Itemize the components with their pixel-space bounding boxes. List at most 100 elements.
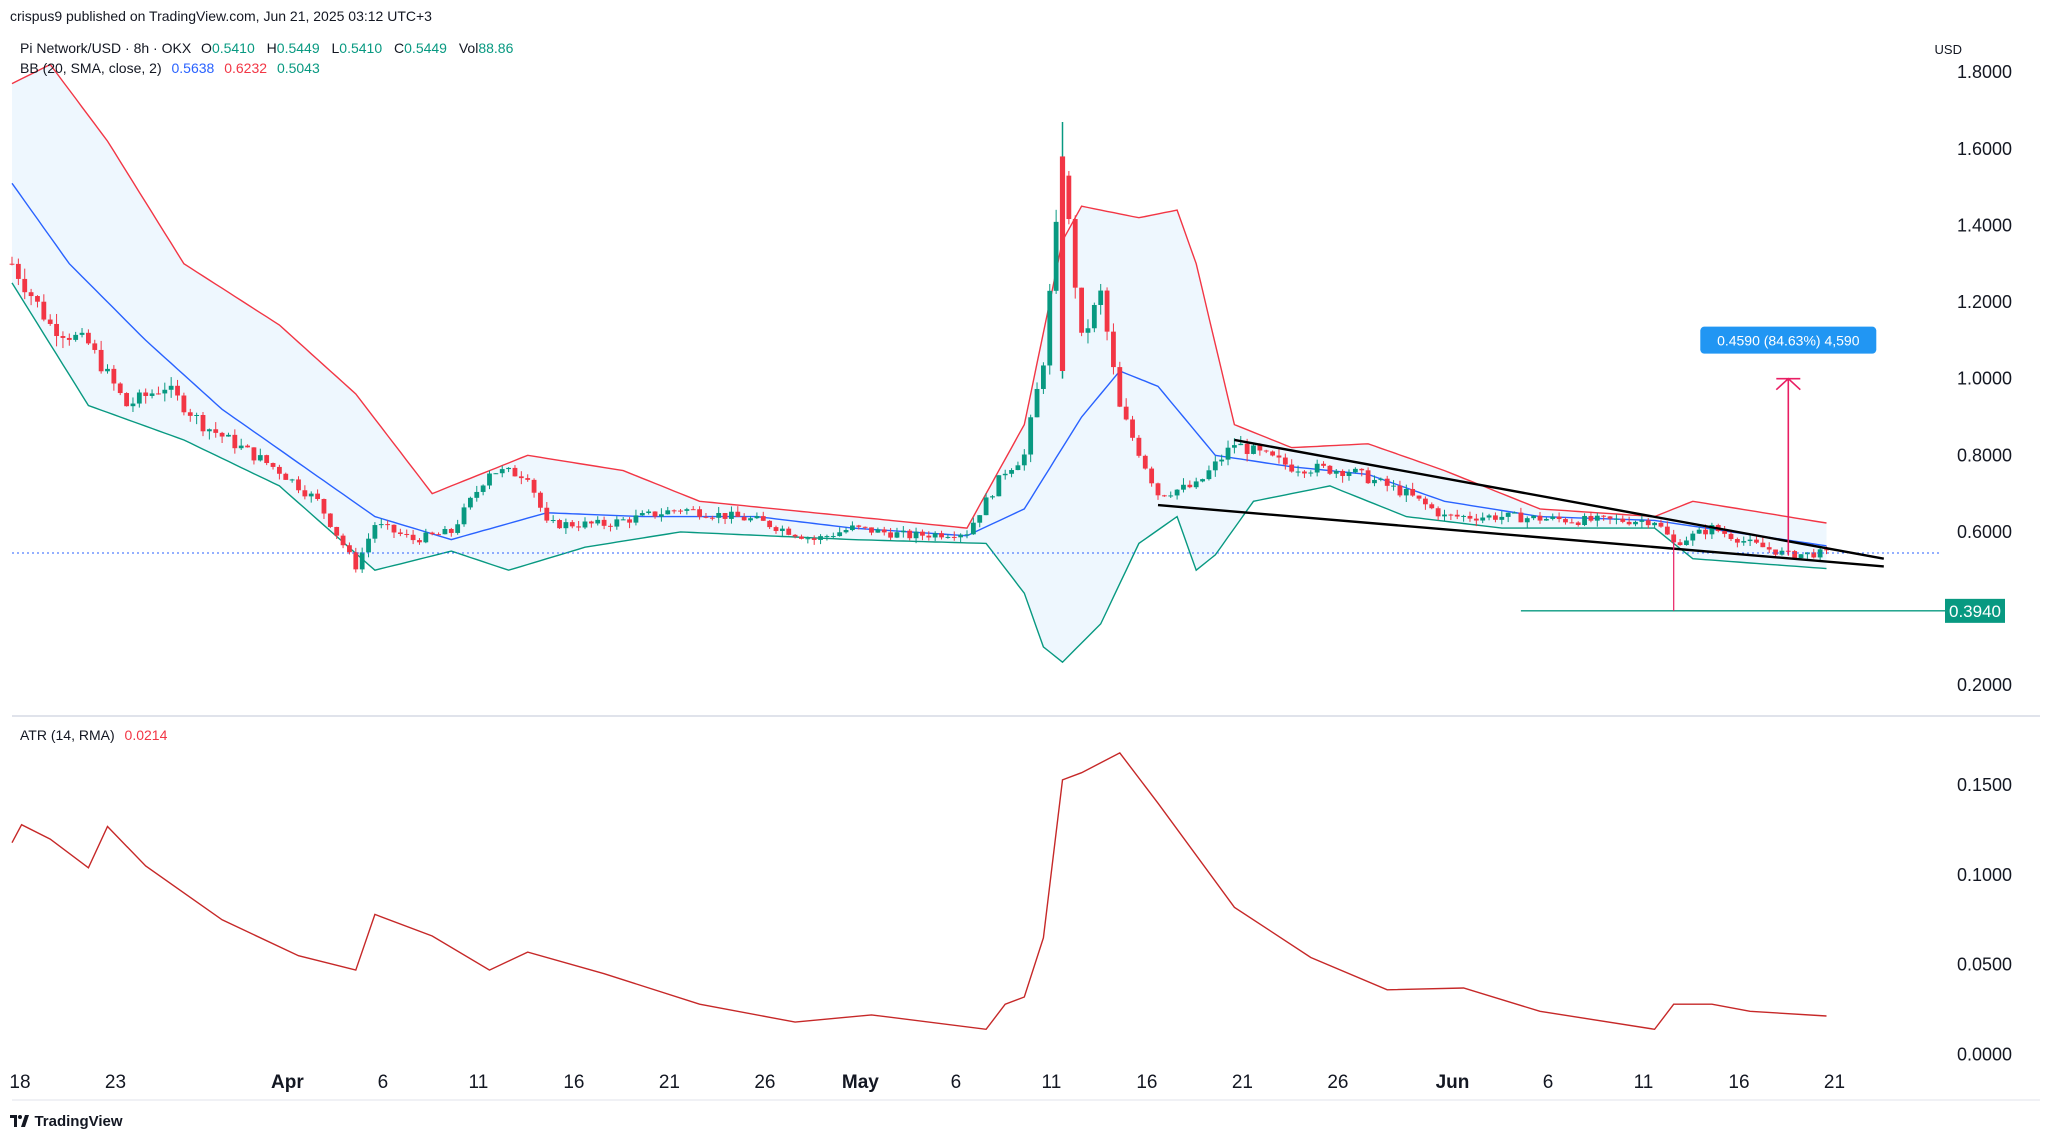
price-axis-tick: 0.6000 (1957, 522, 2012, 542)
candle-body (1232, 445, 1237, 448)
bb-upper-value: 0.6232 (224, 60, 268, 76)
candle-body (1684, 540, 1689, 546)
candle-body (28, 292, 34, 297)
candle-body (429, 532, 435, 535)
bb-upper-line (11, 63, 1827, 529)
candle-body (926, 535, 932, 538)
candle-body (1582, 515, 1587, 525)
candle-body (1263, 450, 1269, 452)
candle-body (1524, 518, 1530, 523)
candle-body (92, 343, 98, 350)
wedge-lower-line (1157, 503, 1884, 568)
bb-legend: BB (20, SMA, close, 2) 0.5638 0.6232 0.5… (20, 60, 326, 76)
candle-body (1091, 304, 1097, 329)
candle-body (1053, 221, 1059, 291)
candle-body (442, 528, 448, 535)
candle-body (716, 512, 722, 518)
candle-body (1493, 515, 1498, 520)
candle-body (168, 385, 174, 390)
candle-body (86, 332, 91, 344)
candle-body (136, 392, 142, 404)
close-value: 0.5449 (404, 40, 447, 56)
candle-body (277, 466, 282, 474)
candle-body (576, 526, 582, 528)
candle-body (1448, 514, 1454, 516)
candle-body (888, 532, 893, 538)
candle-body (1155, 483, 1161, 496)
candle-body (181, 395, 187, 413)
candle-body (843, 530, 849, 533)
symbol-legend: Pi Network/USD · 8h · OKX O0.5410 H0.544… (20, 40, 515, 56)
open-value: 0.5410 (211, 40, 255, 56)
bb-lower-line (11, 282, 1827, 664)
candle-body (697, 509, 702, 517)
candle-body (1219, 459, 1225, 462)
candle-body (378, 524, 384, 526)
spike-body (1059, 156, 1066, 371)
time-axis-tick: 6 (378, 1072, 389, 1093)
candle-body (1295, 471, 1301, 473)
candle-body (799, 536, 804, 539)
candle-body (1257, 445, 1263, 451)
price-axis-tick: 0.2000 (1957, 675, 2012, 695)
candle-body (257, 455, 263, 461)
candle-body (423, 532, 429, 543)
high-value: 0.5449 (276, 40, 320, 56)
symbol-name[interactable]: Pi Network/USD · 8h · OKX (20, 40, 192, 56)
bb-basis-value: 0.5638 (171, 60, 215, 76)
candle-body (1429, 504, 1435, 509)
candle-body (1276, 455, 1282, 458)
candle-body (340, 535, 346, 546)
atr-axis-tick: 0.0000 (1957, 1044, 2012, 1064)
bb-label[interactable]: BB (20, SMA, close, 2) (20, 60, 162, 76)
candle-body (1760, 542, 1766, 548)
candle-body (1486, 515, 1492, 518)
candle-body (735, 511, 741, 517)
candle-body (1117, 367, 1123, 407)
candle-body (773, 527, 779, 531)
candle-body (563, 522, 569, 529)
candle-body (1747, 539, 1753, 542)
candle-body (970, 522, 976, 535)
axes: 1.8000 1.6000 1.4000 1.2000 1.0000 0.8000 0.60… (9, 62, 2012, 1093)
candle-body (130, 403, 136, 407)
atr-label[interactable]: ATR (14, RMA) (20, 727, 115, 743)
pane-frame (12, 715, 2040, 1101)
candle-body (1537, 515, 1543, 521)
candle-body (754, 516, 760, 519)
candle-body (709, 517, 715, 519)
candle-body (1741, 541, 1747, 543)
candle-body (1435, 508, 1441, 517)
high-label: H (266, 40, 277, 56)
price-axis-tick: 0.8000 (1957, 445, 2012, 465)
candle-body (1734, 539, 1740, 543)
candle-body (964, 534, 970, 536)
candle-body (264, 455, 270, 464)
candle-body (499, 469, 505, 474)
tradingview-logo: TradingView (10, 1113, 123, 1131)
candle-body (678, 510, 683, 512)
candle-body (1181, 484, 1186, 490)
candle-body (1321, 463, 1326, 466)
candle-body (436, 534, 441, 536)
candle-body (347, 545, 352, 553)
candle-body (359, 552, 365, 570)
candle-body (665, 510, 671, 515)
atr-axis-tick: 0.1000 (1957, 865, 2012, 885)
candle-body (480, 485, 486, 492)
candle-body (512, 467, 518, 477)
support-badge-label: 0.3940 (1949, 602, 2001, 621)
candle-body (1652, 522, 1657, 526)
currency-label[interactable]: USD (1934, 42, 1962, 57)
candle-body (1034, 388, 1040, 418)
candle-body (983, 497, 989, 516)
candle-body (1212, 461, 1218, 471)
candle-body (1690, 533, 1696, 541)
candle-body (1111, 331, 1116, 368)
candle-body (818, 536, 823, 540)
candle-body (977, 515, 983, 523)
candle-body (175, 385, 180, 396)
candle-body (1563, 519, 1568, 523)
published-line: crispus9 published on TradingView.com, J… (10, 8, 432, 24)
